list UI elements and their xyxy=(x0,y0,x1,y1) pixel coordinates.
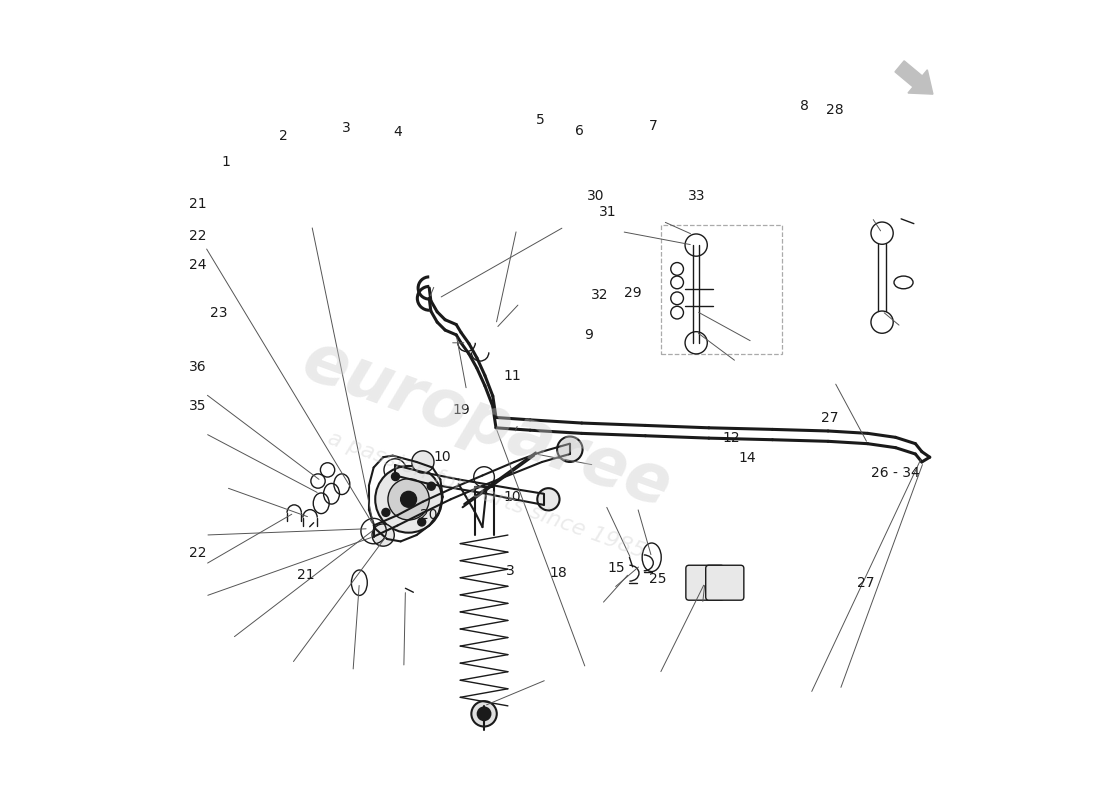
Text: 26 - 34: 26 - 34 xyxy=(871,466,920,480)
Text: 11: 11 xyxy=(503,369,520,383)
FancyBboxPatch shape xyxy=(706,566,744,600)
Text: 9: 9 xyxy=(584,328,593,342)
Text: 10: 10 xyxy=(504,490,521,504)
Circle shape xyxy=(411,451,434,473)
Circle shape xyxy=(382,509,389,516)
Circle shape xyxy=(392,473,399,481)
Text: 35: 35 xyxy=(189,399,207,414)
Text: 21: 21 xyxy=(297,568,315,582)
Text: 30: 30 xyxy=(587,189,605,203)
Text: 12: 12 xyxy=(723,431,740,445)
Text: 31: 31 xyxy=(600,205,617,218)
Circle shape xyxy=(388,478,429,520)
Text: 22: 22 xyxy=(189,229,207,242)
Text: europaree: europaree xyxy=(294,326,680,521)
Circle shape xyxy=(472,701,497,726)
Text: 7: 7 xyxy=(649,119,658,133)
Text: 6: 6 xyxy=(575,125,584,138)
Text: 28: 28 xyxy=(826,103,844,117)
Circle shape xyxy=(375,466,442,533)
Text: 3: 3 xyxy=(341,122,350,135)
Text: 15: 15 xyxy=(608,562,626,575)
Text: 23: 23 xyxy=(210,306,228,320)
Text: 3: 3 xyxy=(506,564,515,578)
Text: 10: 10 xyxy=(433,450,451,464)
Circle shape xyxy=(537,488,560,510)
Text: 14: 14 xyxy=(738,451,756,465)
Circle shape xyxy=(418,518,426,526)
Text: 1: 1 xyxy=(221,154,230,169)
Text: 27: 27 xyxy=(821,411,838,426)
Circle shape xyxy=(427,482,436,490)
Text: 29: 29 xyxy=(624,286,641,300)
Text: 36: 36 xyxy=(189,360,207,374)
Text: a passion for parts since 1985: a passion for parts since 1985 xyxy=(324,429,648,562)
Text: 20: 20 xyxy=(420,508,438,522)
Circle shape xyxy=(372,524,394,546)
Text: 19: 19 xyxy=(452,402,470,417)
Text: 18: 18 xyxy=(549,566,566,580)
Text: 4: 4 xyxy=(393,126,402,139)
FancyBboxPatch shape xyxy=(686,566,724,600)
Text: 33: 33 xyxy=(689,189,706,203)
Text: 27: 27 xyxy=(857,576,874,590)
FancyArrow shape xyxy=(895,61,933,94)
Text: 2: 2 xyxy=(279,130,288,143)
Circle shape xyxy=(558,437,583,462)
Text: 21: 21 xyxy=(189,197,207,210)
Text: 25: 25 xyxy=(649,572,667,586)
Circle shape xyxy=(477,707,491,720)
Text: 24: 24 xyxy=(189,258,207,272)
Bar xyxy=(661,226,782,354)
Text: 22: 22 xyxy=(189,546,207,560)
Circle shape xyxy=(400,491,417,507)
Text: 32: 32 xyxy=(592,288,608,302)
Text: 8: 8 xyxy=(800,99,808,113)
Text: 5: 5 xyxy=(536,114,544,127)
